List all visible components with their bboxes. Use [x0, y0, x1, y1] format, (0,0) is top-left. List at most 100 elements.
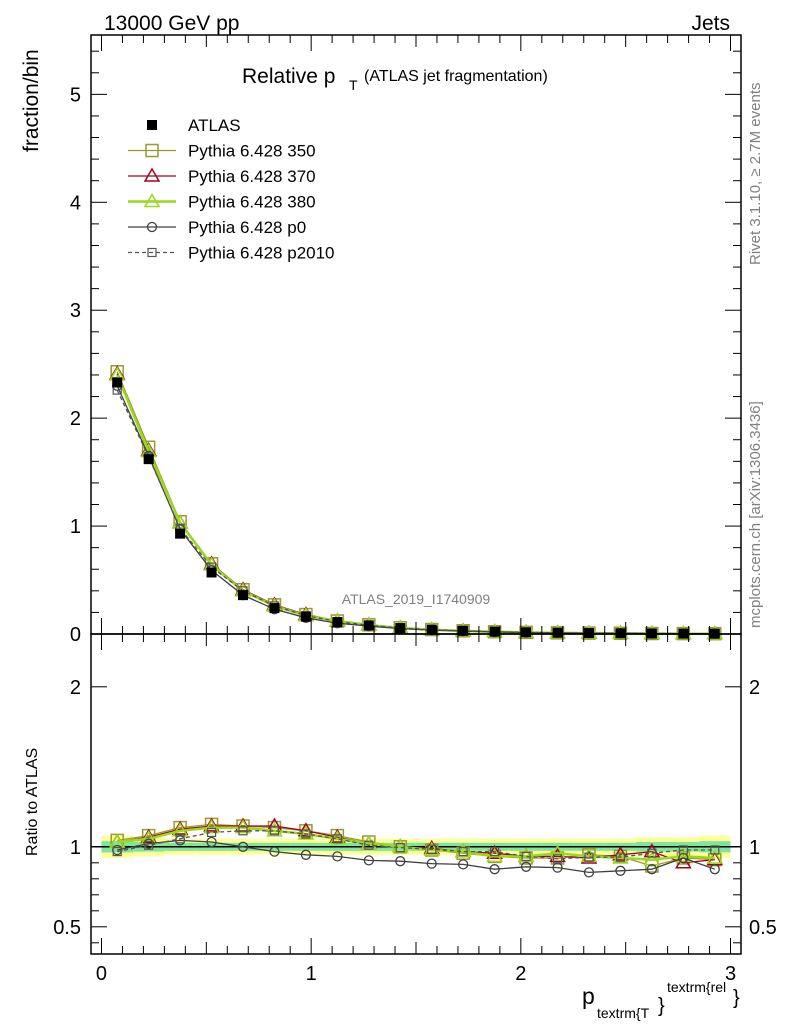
legend: ATLAS Pythia 6.428 350 Pythia 6.428 370 Pyt…	[128, 116, 335, 263]
header-right: Jets	[691, 12, 730, 35]
ratio-point-pythia-6-428-p2010	[238, 826, 248, 836]
ratio-y-tick-label: 2	[70, 677, 81, 699]
ratio-point-pythia-6-428-p2010	[710, 845, 720, 855]
ratio-point-pythia-6-428-p0	[237, 841, 249, 852]
ratio-y-tick-label-right: 0.5	[749, 917, 777, 939]
ratio-point-pythia-6-428-p2010	[206, 827, 217, 838]
data-point-atlas	[112, 377, 123, 388]
data-point-atlas	[332, 617, 343, 628]
ratio-point-pythia-6-428-p2010	[615, 852, 626, 862]
ratio-point-pythia-6-428-p2010	[112, 846, 122, 857]
ratio-point-pythia-6-428-p0	[583, 867, 595, 878]
ratio-point-pythia-6-428-370	[140, 828, 157, 843]
legend-item-pythia-6-428-p2010: Pythia 6.428 p2010	[128, 244, 335, 263]
data-point-atlas	[143, 454, 154, 465]
header-left: 13000 GeV pp	[104, 12, 239, 35]
ratio-series-pythia-6-428-p0	[112, 835, 720, 878]
x-label-main: p	[582, 983, 595, 1009]
data-point-atlas	[175, 528, 186, 539]
ratio-point-pythia-6-428-380	[203, 819, 220, 834]
ratio-y-tick-label-right: 1	[749, 837, 760, 859]
legend-item-pythia-6-428-380: Pythia 6.428 380	[128, 193, 316, 212]
ratio-point-pythia-6-428-p2010	[458, 846, 468, 857]
ratio-plot-frame	[90, 633, 742, 955]
data-point-atlas	[489, 626, 500, 637]
mcplots-label: mcplots.cern.ch [arXiv:1306.3436]	[747, 401, 764, 628]
data-point-atlas	[426, 624, 437, 635]
x-label-subscript: textrm{T	[597, 1005, 650, 1021]
ratio-point-pythia-6-428-p2010	[395, 842, 405, 853]
x-tick-label: 3	[725, 963, 736, 985]
x-tick-label: 0	[96, 963, 107, 985]
main-y-tick-label: 1	[70, 516, 81, 538]
ratio-point-pythia-6-428-380	[706, 849, 724, 864]
ratio-point-pythia-6-428-p0	[363, 855, 374, 866]
data-point-atlas	[363, 620, 374, 631]
x-tick-label: 2	[515, 963, 526, 985]
ratio-point-pythia-6-428-p0	[426, 858, 437, 869]
main-y-tick-label: 2	[70, 408, 81, 430]
legend-label: ATLAS	[188, 116, 241, 135]
ratio-point-pythia-6-428-p2010	[647, 848, 657, 858]
data-point-atlas	[458, 625, 469, 636]
legend-marker	[143, 193, 161, 208]
ratio-point-pythia-6-428-p2010	[269, 826, 280, 836]
x-label-sup-brace: }	[733, 987, 740, 1009]
ratio-point-pythia-6-428-p0	[206, 836, 217, 848]
x-label-superscript: textrm{rel	[667, 979, 726, 995]
legend-item-atlas: ATLAS	[147, 116, 241, 135]
title-main: Relative p	[242, 65, 335, 88]
data-point-atlas	[206, 567, 217, 578]
title-subscript: T	[349, 77, 358, 93]
ratio-point-pythia-6-428-p0	[395, 856, 406, 867]
rivet-version-label: Rivet 3.1.10, ≥ 2.7M events	[747, 83, 764, 266]
legend-label: Pythia 6.428 350	[188, 142, 316, 161]
title-rest: (ATLAS jet fragmentation)	[364, 68, 548, 85]
data-point-atlas	[300, 611, 311, 622]
ratio-point-pythia-6-428-p0	[709, 864, 720, 875]
ratio-point-pythia-6-428-p2010	[144, 840, 154, 850]
legend-marker	[147, 120, 157, 130]
ratio-line-pythia-6-428-p2010	[117, 830, 715, 860]
ratio-y-tick-label-right: 2	[749, 677, 760, 699]
main-y-tick-label: 0	[70, 624, 81, 646]
legend-item-pythia-6-428-350: Pythia 6.428 350	[128, 142, 316, 161]
ratio-point-pythia-6-428-p0	[269, 846, 280, 857]
legend-item-pythia-6-428-p0: Pythia 6.428 p0	[128, 218, 306, 237]
legend-marker	[143, 167, 161, 182]
main-y-axis-label: fraction/bin	[20, 49, 43, 152]
ratio-point-pythia-6-428-p0	[615, 865, 626, 876]
legend-label: Pythia 6.428 p0	[188, 218, 306, 237]
data-point-atlas	[269, 603, 280, 614]
ratio-point-pythia-6-428-370	[203, 817, 220, 832]
ratio-point-pythia-6-428-350	[267, 820, 282, 835]
data-point-atlas	[238, 590, 249, 601]
legend-label: Pythia 6.428 370	[188, 167, 316, 186]
data-point-atlas	[583, 628, 594, 639]
analysis-watermark: ATLAS_2019_I1740909	[342, 591, 491, 607]
ratio-point-pythia-6-428-p0	[332, 851, 343, 862]
main-y-tick-label: 4	[70, 192, 81, 214]
ratio-point-pythia-6-428-p2010	[584, 852, 594, 862]
ratio-point-pythia-6-428-p2010	[364, 840, 374, 850]
x-tick-label: 1	[306, 963, 317, 985]
main-plot-title: Relative p T (ATLAS jet fragmentation)	[242, 65, 548, 93]
ratio-point-pythia-6-428-p2010	[552, 854, 563, 864]
main-y-tick-label: 3	[70, 300, 81, 322]
legend-item-pythia-6-428-370: Pythia 6.428 370	[128, 167, 316, 186]
ratio-plot-panel: 0.5 0.5 1 1 2 2 0 1 2 3 Ratio to ATLAS p textrm{T…	[24, 633, 777, 1021]
ratio-point-pythia-6-428-p0	[646, 864, 658, 875]
ratio-line-pythia-6-428-p0	[117, 839, 716, 874]
ratio-point-pythia-6-428-p0	[520, 861, 532, 872]
main-plot-panel: ATLAS_2019_I1740909 0 1 2 3 4 5 Relative p T …	[20, 34, 742, 646]
main-y-tick-label: 5	[70, 84, 81, 106]
legend-marker	[146, 221, 158, 233]
ratio-point-pythia-6-428-p2010	[521, 851, 531, 862]
x-label-brace: }	[658, 995, 665, 1017]
ratio-y-axis-label: Ratio to ATLAS	[24, 748, 41, 856]
legend-marker	[147, 247, 157, 258]
legend-label: Pythia 6.428 p2010	[188, 244, 335, 263]
ratio-point-pythia-6-428-p2010	[301, 829, 311, 839]
ratio-point-pythia-6-428-p2010	[427, 844, 437, 854]
